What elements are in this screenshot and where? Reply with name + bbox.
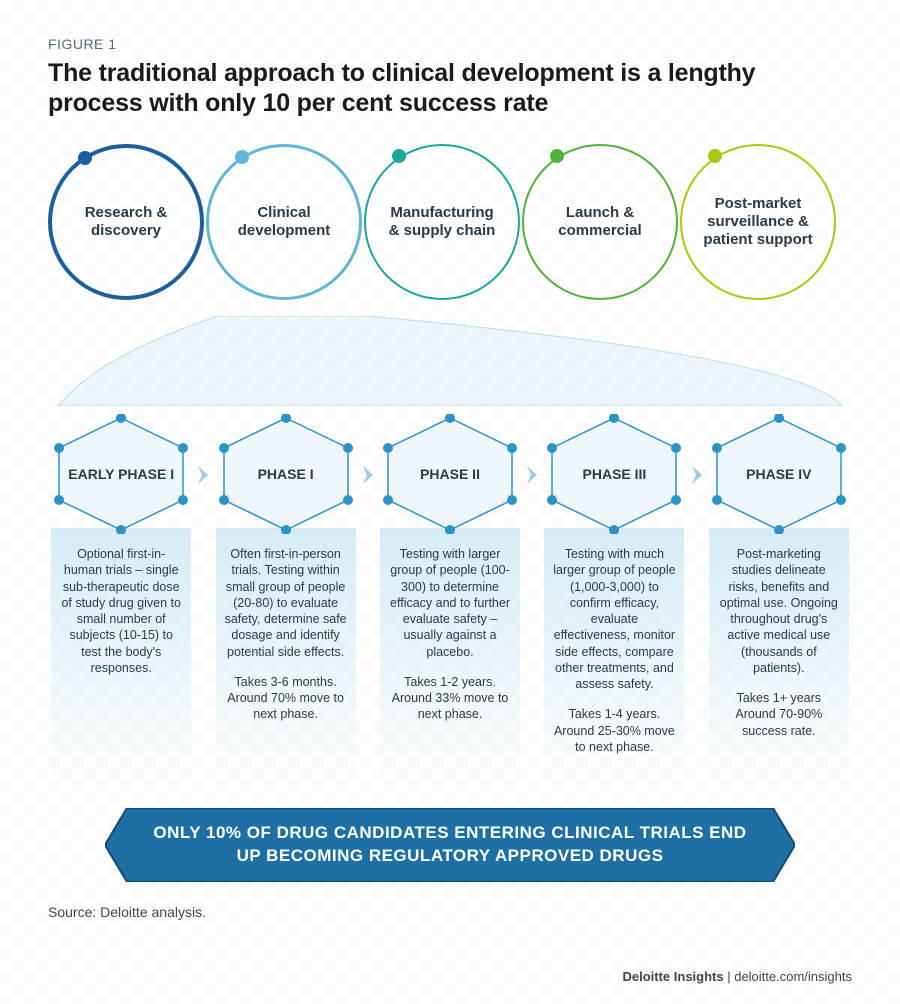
- circle-label: Launch & commercial: [542, 204, 658, 240]
- phase-1: PHASE I Often first-in-person trials. Te…: [212, 414, 358, 788]
- circle-dot-icon: [708, 149, 722, 163]
- phase-2: PHASE II Testing with larger group of pe…: [377, 414, 523, 788]
- chevron-right-icon: [361, 466, 377, 489]
- chevron-right-icon: [525, 466, 541, 489]
- phase-description-column: Post-marketing studies delineate risks, …: [709, 528, 849, 788]
- circle-label: Manufacturing & supply chain: [384, 204, 500, 240]
- phase-hexagon: PHASE IV: [709, 414, 849, 534]
- circle-dot-icon: [235, 150, 249, 164]
- banner-text: ONLY 10% OF DRUG CANDIDATES ENTERING CLI…: [153, 823, 746, 865]
- circle-dot-icon: [78, 151, 92, 165]
- phase-description-column: Testing with larger group of people (100…: [380, 528, 520, 788]
- phase-desc: Often first-in-person trials. Testing wi…: [224, 546, 348, 660]
- circle-label: Clinical development: [227, 204, 341, 240]
- chevron-right-icon: [196, 466, 212, 489]
- phase-hexagon: PHASE II: [380, 414, 520, 534]
- phase-description-column: Often first-in-person trials. Testing wi…: [216, 528, 356, 788]
- circle-dot-icon: [550, 149, 564, 163]
- summary-banner: ONLY 10% OF DRUG CANDIDATES ENTERING CLI…: [105, 808, 795, 882]
- lifecycle-circle-row: Research & discovery Clinical development…: [48, 144, 852, 324]
- lifecycle-circle-3: Launch & commercial: [522, 144, 678, 300]
- chevron-right-icon: [690, 466, 706, 489]
- circle-dot-icon: [392, 149, 406, 163]
- phase-desc: Post-marketing studies delineate risks, …: [717, 546, 841, 676]
- phase-3: PHASE III Testing with much larger group…: [541, 414, 687, 788]
- phase-hexagon: EARLY PHASE I: [51, 414, 191, 534]
- lifecycle-circle-0: Research & discovery: [48, 144, 204, 300]
- lifecycle-circle-1: Clinical development: [206, 144, 362, 300]
- figure-title: The traditional approach to clinical dev…: [48, 58, 828, 118]
- lifecycle-circle-2: Manufacturing & supply chain: [364, 144, 520, 300]
- phase-desc: Testing with larger group of people (100…: [388, 546, 512, 660]
- funnel-connector: [48, 316, 852, 406]
- phase-stats: Takes 3-6 months. Around 70% move to nex…: [224, 674, 348, 723]
- phase-0: EARLY PHASE I Optional first-in-human tr…: [48, 414, 194, 788]
- phase-stats: Takes 1-2 years. Around 33% move to next…: [388, 674, 512, 723]
- phase-hexagon: PHASE I: [216, 414, 356, 534]
- phase-desc: Testing with much larger group of people…: [552, 546, 676, 692]
- phase-desc: Optional first-in-human trials – single …: [59, 546, 183, 676]
- phase-description-column: Testing with much larger group of people…: [544, 528, 684, 788]
- credit-text: Deloitte Insights | deloitte.com/insight…: [622, 969, 852, 984]
- phase-stats: Takes 1+ years Around 70-90% success rat…: [717, 690, 841, 739]
- lifecycle-circle-4: Post-market surveillance & patient suppo…: [680, 144, 836, 300]
- phases-row: EARLY PHASE I Optional first-in-human tr…: [48, 414, 852, 788]
- source-text: Source: Deloitte analysis.: [48, 904, 852, 920]
- phase-hexagon: PHASE III: [544, 414, 684, 534]
- circle-label: Research & discovery: [70, 204, 182, 240]
- phase-description-column: Optional first-in-human trials – single …: [51, 528, 191, 788]
- figure-label: FIGURE 1: [48, 36, 852, 52]
- phase-stats: Takes 1-4 years. Around 25-30% move to n…: [552, 706, 676, 755]
- circle-label: Post-market surveillance & patient suppo…: [700, 195, 816, 249]
- phase-4: PHASE IV Post-marketing studies delineat…: [706, 414, 852, 788]
